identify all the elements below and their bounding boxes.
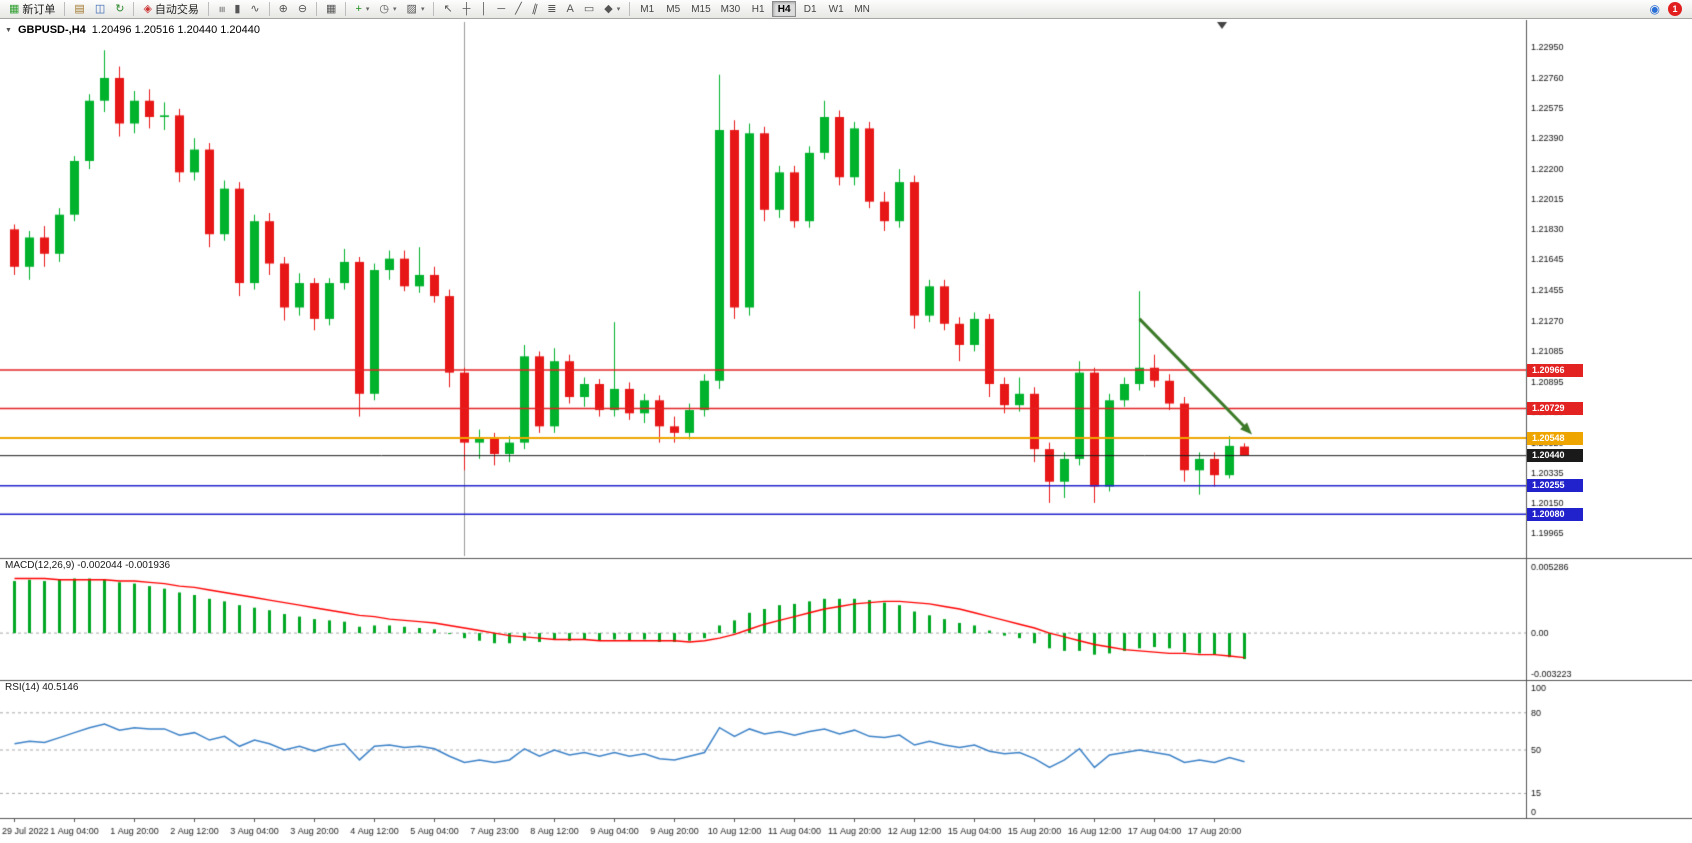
trendline-icon: ╱: [515, 2, 522, 15]
shapes-button[interactable]: ◆ ▾: [599, 1, 625, 18]
timeframe-mn-button[interactable]: MN: [854, 4, 870, 15]
text-icon: A: [566, 2, 574, 15]
price-label-1-20966: 1.20966: [1527, 363, 1583, 377]
bar-chart-icon: ≡: [215, 5, 228, 13]
candlestick-chart-icon: ▮: [234, 2, 241, 15]
new-chart-icon: ▤: [74, 2, 85, 15]
cursor-icon: ↖: [443, 2, 453, 15]
rsi-indicator-label: RSI(14) 40.5146: [5, 682, 78, 693]
text-button[interactable]: A: [561, 1, 578, 18]
zoom-out-button[interactable]: ⊖: [293, 1, 312, 18]
chevron-down-icon: ▾: [365, 6, 370, 13]
zoom-in-icon: ⊕: [278, 2, 288, 15]
candlestick-chart-button[interactable]: ▮: [229, 1, 245, 18]
price-label-1-20440: 1.20440: [1527, 449, 1583, 463]
templates-icon: ▨: [406, 2, 417, 15]
price-label-1-20729: 1.20729: [1527, 402, 1583, 416]
autotrading-button[interactable]: ◈ 自动交易: [138, 1, 203, 18]
toolbar-separator: [64, 2, 66, 16]
price-label-1-20080: 1.20080: [1527, 507, 1583, 521]
notifications-badge[interactable]: 1: [1668, 2, 1682, 16]
autotrading-label: 自动交易: [154, 4, 199, 16]
equidistant-channel-icon: ∥: [530, 2, 539, 16]
chevron-down-icon: ▾: [420, 6, 425, 13]
zoom-in-button[interactable]: ⊕: [274, 1, 293, 18]
templates-button[interactable]: ▨ ▾: [402, 1, 430, 18]
refresh-icon: ↻: [115, 2, 125, 15]
horizontal-line-button[interactable]: ─: [492, 1, 510, 18]
chart-ohlc-values: 1.20496 1.20516 1.20440 1.20440: [91, 24, 260, 36]
zoom-out-icon: ⊖: [297, 2, 308, 15]
crosshair-button[interactable]: ┼: [458, 1, 476, 18]
toolbar-separator: [629, 2, 631, 16]
price-label-1-20255: 1.20255: [1527, 479, 1583, 493]
timeframe-w1-button[interactable]: W1: [828, 4, 844, 15]
timeframe-m15-button[interactable]: M15: [691, 4, 711, 15]
refresh-button[interactable]: ↻: [110, 1, 129, 18]
new-order-label: 新订单: [22, 4, 56, 16]
profiles-icon: ◫: [94, 2, 106, 15]
timeframe-m5-button[interactable]: M5: [666, 4, 681, 15]
macd-label-text: MACD(12,26,9): [5, 560, 75, 571]
timeframe-m1-button[interactable]: M1: [640, 4, 655, 15]
tile-windows-button[interactable]: ▦: [321, 1, 341, 18]
line-chart-button[interactable]: ∿: [245, 1, 264, 18]
autotrading-icon: ◈: [143, 2, 152, 15]
line-chart-icon: ∿: [250, 2, 260, 15]
new-order-button[interactable]: ▦ 新订单: [4, 1, 60, 18]
trendline-button[interactable]: ╱: [510, 1, 527, 18]
toolbar-separator: [133, 2, 135, 16]
timeframe-h4-button[interactable]: H4: [772, 1, 797, 17]
toolbar-separator: [433, 2, 435, 16]
new-chart-button[interactable]: ▤: [69, 1, 89, 18]
text-label-button[interactable]: ▭: [579, 1, 599, 18]
equidistant-channel-button[interactable]: ∥: [527, 1, 543, 18]
price-label-1-20548: 1.20548: [1527, 431, 1583, 445]
cursor-button[interactable]: ↖: [438, 1, 457, 18]
new-order-icon: ▦: [9, 2, 20, 15]
timeframe-d1-button[interactable]: D1: [803, 4, 817, 15]
vertical-line-button[interactable]: │: [475, 1, 492, 18]
toolbar-separator: [345, 2, 347, 16]
rsi-value-text: 40.5146: [42, 682, 79, 693]
periods-button[interactable]: ◷ ▾: [374, 1, 401, 18]
horizontal-line-icon: ─: [497, 2, 506, 15]
macd-indicator-label: MACD(12,26,9) -0.002044 -0.001936: [5, 560, 170, 571]
toolbar-separator: [207, 2, 209, 16]
toolbar-separator: [268, 2, 270, 16]
crosshair-icon: ┼: [462, 2, 471, 15]
chart-symbol-label: GBPUSD-,H4: [17, 24, 86, 36]
chevron-down-icon: ▾: [616, 6, 621, 13]
toolbar-right-group: ◉ 1: [1650, 1, 1688, 18]
toolbar-separator: [316, 2, 318, 16]
main-toolbar: ▦ 新订单 ▤ ◫ ↻ ◈ 自动交易 ≡ ▮ ∿ ⊕ ⊖ ▦ + ▾ ◷ ▾ ▨ ▾ ↖ ┼ │ ─ ╱ ∥ ≣ A ▭ ◆ ▾ M1 M5 M…: [0, 0, 1692, 19]
indicators-button[interactable]: + ▾: [350, 1, 374, 18]
macd-values-text: -0.002044 -0.001936: [77, 560, 171, 571]
one-click-trading-toggle[interactable]: ▼: [5, 26, 12, 34]
bar-chart-button[interactable]: ≡: [213, 1, 229, 18]
timeframe-h1-button[interactable]: H1: [751, 4, 765, 15]
rsi-label-text: RSI(14): [5, 682, 40, 693]
chevron-down-icon: ▾: [393, 6, 397, 13]
shapes-icon: ◆: [604, 2, 613, 15]
periods-icon: ◷: [379, 2, 390, 15]
vertical-line-icon: │: [480, 2, 488, 15]
profiles-button[interactable]: ◫: [90, 1, 110, 18]
timeframe-m30-button[interactable]: M30: [720, 4, 741, 15]
indicators-icon: +: [355, 2, 362, 15]
chart-title-bar: ▼ GBPUSD-,H4 1.20496 1.20516 1.20440 1.2…: [5, 24, 260, 36]
tile-windows-icon: ▦: [326, 2, 337, 15]
fibonacci-icon: ≣: [547, 2, 557, 15]
fibonacci-button[interactable]: ≣: [542, 1, 561, 18]
text-label-icon: ▭: [583, 2, 595, 15]
mql5-community-icon[interactable]: ◉: [1649, 1, 1660, 16]
